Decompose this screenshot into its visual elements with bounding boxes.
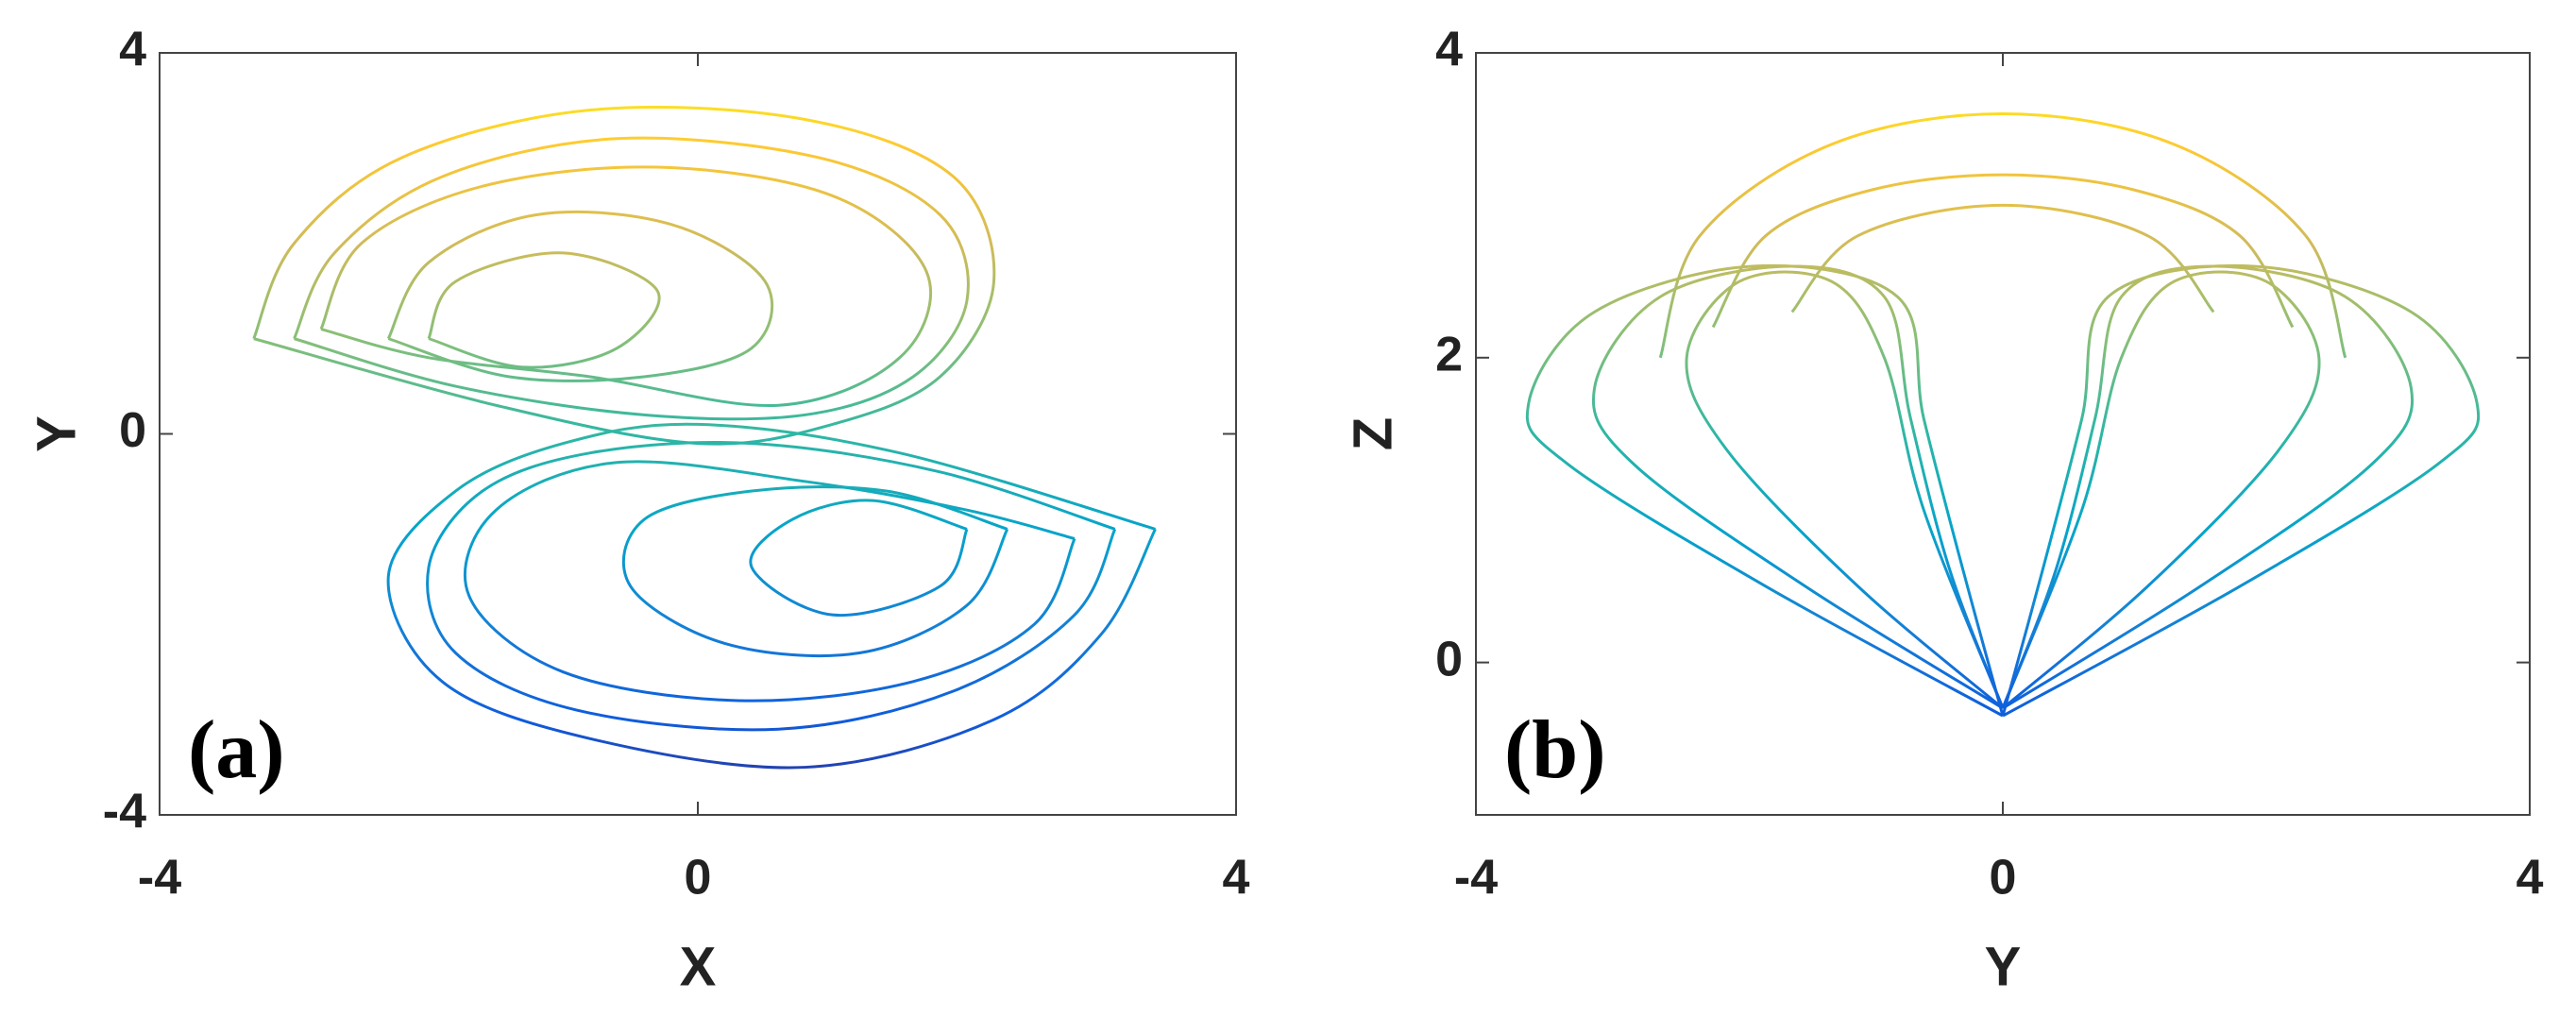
trajectory	[1525, 264, 2005, 718]
trajectory	[2001, 270, 2321, 710]
x-tick-label: 0	[1990, 851, 2017, 906]
trajectory	[386, 422, 1157, 770]
x-tick-label: 4	[2517, 851, 2544, 906]
trajectory	[2001, 264, 2481, 718]
x-tick-label: 0	[685, 851, 712, 906]
x-tick-label: 4	[1223, 851, 1250, 906]
trajectory	[426, 441, 1117, 732]
panel-label: (b)	[1504, 704, 1606, 796]
trajectory	[319, 165, 932, 408]
trajectory	[1658, 112, 2347, 359]
y-tick-label: -4	[103, 785, 146, 839]
trajectory	[1711, 173, 2295, 329]
plot-frame	[159, 52, 1237, 816]
y-axis-label: Y	[25, 415, 87, 452]
y-tick-label: 2	[1435, 328, 1463, 382]
y-tick-label: 4	[1435, 23, 1463, 77]
x-tick-label: -4	[138, 851, 181, 906]
y-tick-label: 0	[119, 403, 146, 458]
trajectory	[1685, 270, 2005, 710]
trajectory	[621, 485, 1009, 658]
x-axis-label: X	[680, 936, 717, 997]
trajectory	[427, 251, 661, 369]
x-tick-label: -4	[1454, 851, 1498, 906]
y-tick-label: 4	[119, 23, 146, 77]
trajectory	[1790, 203, 2215, 313]
trajectory	[386, 210, 774, 382]
trajectory	[293, 136, 970, 421]
y-axis-label: Z	[1342, 417, 1403, 450]
trajectory	[1592, 264, 2005, 710]
trajectory	[2001, 264, 2414, 710]
trajectory	[749, 499, 969, 618]
trajectory	[252, 106, 996, 446]
x-axis-label: Y	[1985, 936, 2022, 997]
trajectory	[464, 460, 1076, 703]
panel-label: (a)	[188, 704, 285, 796]
y-tick-label: 0	[1435, 632, 1463, 686]
plot-frame	[1475, 52, 2531, 816]
